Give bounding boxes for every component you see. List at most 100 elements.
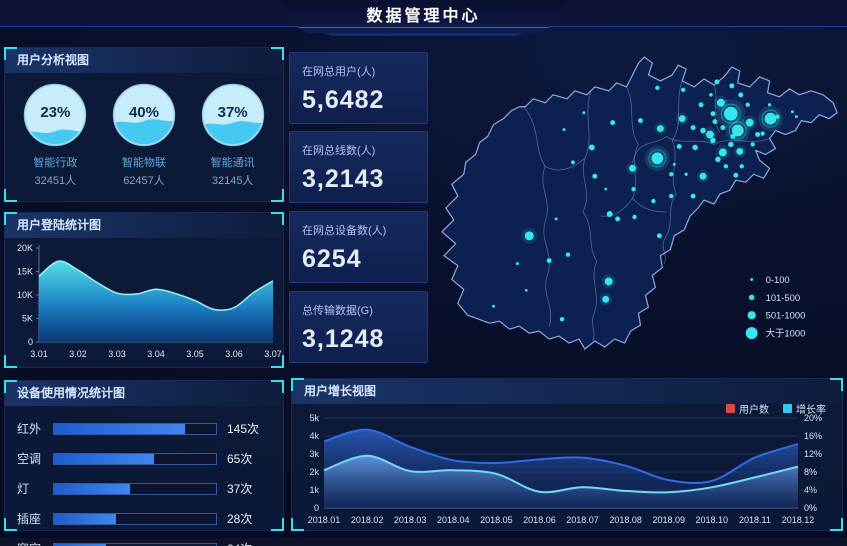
svg-text:5k: 5k — [309, 413, 319, 423]
stat-label: 总传输数据(G) — [302, 305, 373, 317]
svg-text:0: 0 — [314, 503, 319, 513]
map-legend-label: 大于1000 — [766, 328, 806, 339]
legend-item-用户数[interactable]: 用户数 — [726, 401, 769, 416]
gauge-row: 23% 智能行政 32451人 40% 智能物联 62457人 37% 智能通讯 32145人 — [5, 73, 283, 188]
gauge-count: 32145人 — [211, 175, 254, 187]
bar-value: 28次 — [227, 512, 253, 526]
region-bubble-map: 0-100 101-500 501-1000 大于1000 — [441, 56, 838, 350]
svg-text:2018.05: 2018.05 — [480, 515, 513, 525]
stat-label: 在网总设备数(人) — [302, 225, 387, 237]
svg-text:3.03: 3.03 — [108, 349, 126, 359]
header-trim-2 — [324, 33, 524, 36]
bar-value: 37次 — [227, 482, 253, 496]
svg-text:20%: 20% — [804, 413, 822, 423]
legend-swatch — [783, 404, 792, 413]
svg-text:5K: 5K — [22, 314, 33, 324]
gauge-percent: 37% — [217, 104, 248, 121]
legend-swatch — [726, 404, 735, 413]
bar-track — [53, 542, 217, 546]
bar-row-空调: 空调 65次 — [17, 450, 271, 467]
svg-text:2018.10: 2018.10 — [696, 515, 729, 525]
map-legend-dot — [745, 327, 758, 340]
panel-title-device-usage: 设备使用情况统计图 — [5, 381, 283, 406]
panel-title-login-stats: 用户登陆统计图 — [5, 213, 283, 238]
page-title: 数据管理中心 — [366, 7, 481, 25]
stat-value: 6254 — [302, 245, 362, 273]
svg-text:1k: 1k — [309, 485, 319, 495]
map-area: 0-100 101-500 501-1000 大于1000 — [430, 40, 847, 378]
svg-text:2k: 2k — [309, 467, 319, 477]
svg-text:2018.02: 2018.02 — [351, 515, 384, 525]
bar-label: 窗帘 — [17, 540, 53, 546]
svg-text:4%: 4% — [804, 485, 817, 495]
svg-text:2018.04: 2018.04 — [437, 515, 470, 525]
map-legend-label: 501-1000 — [766, 310, 806, 321]
bar-fill — [54, 543, 106, 546]
bar-label: 红外 — [17, 422, 42, 436]
svg-text:2018.01: 2018.01 — [308, 515, 341, 525]
map-legend-dot — [748, 294, 755, 301]
bar-track — [53, 482, 217, 495]
svg-text:3.06: 3.06 — [225, 349, 243, 359]
panel-login-stats: 用户登陆统计图 0 5K 10K 15K 20K 3.01 3.02 3.03 3.04 3.05… — [4, 212, 284, 368]
stat-card-3: 总传输数据(G) 3,1248 — [289, 291, 428, 363]
bar-value: 65次 — [227, 452, 253, 466]
stat-card-2: 在网总设备数(人) 6254 — [289, 211, 428, 283]
panel-user-growth: 用户增长视图 用户数 增长率 0 0% 1k 4% 2k 8% 3k 12% 4k 16% 5k 20%… — [291, 378, 843, 531]
growth-legend: 用户数 增长率 — [726, 401, 826, 416]
bar-row-红外: 红外 145次 — [17, 420, 271, 437]
panel-title-user-analysis: 用户分析视图 — [5, 48, 283, 73]
gauge-count: 62457人 — [123, 175, 165, 187]
gauge-智能通讯: 37% 智能通讯 32145人 — [191, 83, 275, 188]
gauge-label: 智能行政 — [33, 157, 78, 169]
growth-area-chart: 0 0% 1k 4% 2k 8% 3k 12% 4k 16% 5k 20% 2018.01 2018.02… — [308, 413, 822, 525]
login-area-chart: 0 5K 10K 15K 20K 3.01 3.02 3.03 3.04 3.05 3.06 3.07 — [17, 243, 282, 359]
svg-text:3k: 3k — [309, 449, 319, 459]
gauge-智能行政: 23% 智能行政 32451人 — [13, 83, 97, 188]
page-title-box: 数据管理中心 — [281, 0, 567, 27]
gauge-智能物联: 40% 智能物联 62457人 — [102, 83, 186, 188]
svg-text:2018.07: 2018.07 — [566, 515, 599, 525]
legend-item-增长率[interactable]: 增长率 — [783, 401, 826, 416]
panel-title-user-growth: 用户增长视图 — [292, 379, 842, 404]
svg-text:16%: 16% — [804, 431, 822, 441]
svg-text:3.01: 3.01 — [30, 349, 48, 359]
svg-text:3.02: 3.02 — [69, 349, 87, 359]
svg-text:20K: 20K — [17, 243, 33, 253]
panel-user-analysis: 用户分析视图 23% 智能行政 32451人 40% 智能物联 62457人 37% 智能通讯… — [4, 47, 284, 202]
stat-value: 3,2143 — [302, 165, 385, 193]
bar-fill — [54, 453, 155, 464]
corner-bracket-bl — [4, 189, 17, 202]
stat-card-0: 在网总用户(人) 5,6482 — [289, 52, 428, 124]
bar-track — [53, 422, 217, 435]
gauge-percent: 40% — [128, 104, 159, 121]
map-legend-label: 0-100 — [766, 274, 790, 285]
bar-label: 空调 — [17, 452, 42, 466]
stat-value: 3,1248 — [302, 325, 385, 353]
map-legend-dot — [750, 278, 754, 281]
svg-text:3.04: 3.04 — [147, 349, 165, 359]
gauge-label: 智能通讯 — [210, 157, 255, 169]
bar-row-灯: 灯 37次 — [17, 480, 271, 497]
bar-fill — [54, 483, 131, 494]
stat-label: 在网总线数(人) — [302, 145, 376, 157]
svg-text:2018.08: 2018.08 — [609, 515, 642, 525]
svg-text:10K: 10K — [17, 290, 33, 300]
svg-text:12%: 12% — [804, 449, 822, 459]
stat-value: 5,6482 — [302, 86, 385, 114]
bar-fill — [54, 423, 186, 434]
svg-text:0: 0 — [28, 337, 33, 347]
bar-value: 24次 — [227, 540, 271, 546]
svg-text:4k: 4k — [309, 431, 319, 441]
svg-text:0%: 0% — [804, 503, 817, 513]
bar-row-窗帘: 窗帘 24次 — [17, 540, 271, 546]
bar-fill — [54, 513, 116, 524]
svg-text:2018.06: 2018.06 — [523, 515, 556, 525]
svg-text:3.07: 3.07 — [264, 349, 282, 359]
bar-track — [53, 512, 217, 525]
map-legend-label: 101-500 — [766, 292, 801, 303]
footer-strip — [0, 538, 847, 546]
header-trim — [298, 27, 550, 33]
